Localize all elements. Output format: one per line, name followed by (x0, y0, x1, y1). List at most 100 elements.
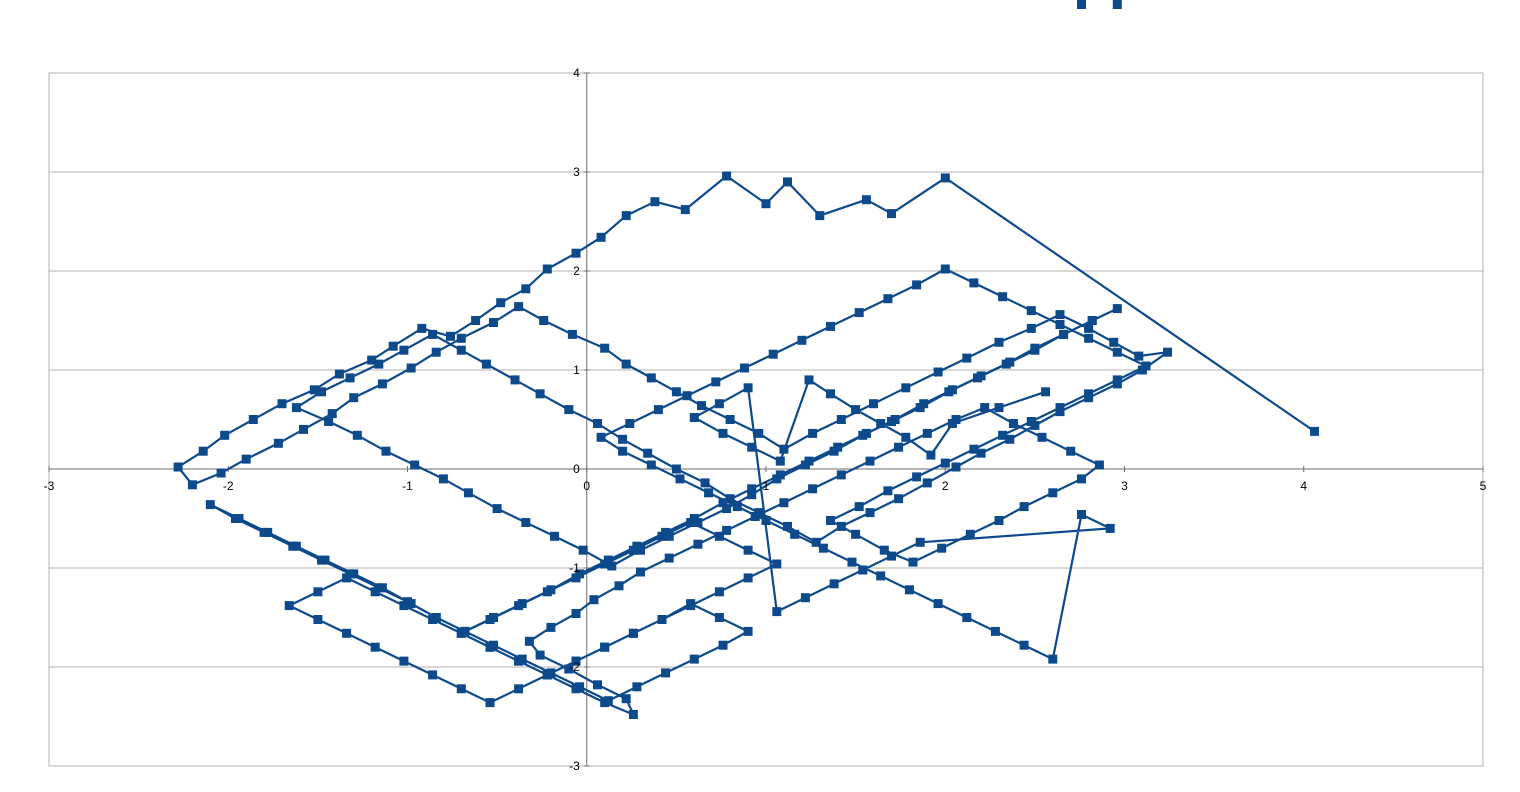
data-point (273, 438, 283, 448)
data-point (800, 593, 810, 603)
data-point (790, 529, 800, 539)
data-point (1105, 523, 1115, 533)
data-point (915, 537, 925, 547)
data-point (747, 442, 757, 452)
x-tick-label: -2 (223, 479, 234, 493)
data-point (775, 456, 785, 466)
data-point (718, 498, 728, 508)
data-point (833, 442, 843, 452)
data-point (1019, 502, 1029, 512)
data-point (646, 460, 656, 470)
data-point (783, 521, 792, 531)
data-point (431, 347, 441, 357)
data-point (750, 512, 760, 521)
data-point (829, 579, 839, 589)
data-point (1005, 357, 1015, 367)
data-point (861, 195, 871, 205)
data-point (714, 613, 724, 622)
data-point (1026, 306, 1036, 316)
data-point (965, 529, 975, 539)
data-point (370, 587, 380, 597)
data-point (1077, 0, 1086, 9)
data-point (410, 460, 420, 470)
data-point (743, 573, 753, 583)
data-point (173, 462, 183, 472)
data-point (772, 607, 782, 617)
data-point (808, 428, 818, 438)
data-point (890, 415, 900, 424)
data-point (740, 363, 749, 373)
data-point (463, 488, 473, 498)
data-point (887, 209, 896, 219)
data-point (370, 642, 380, 652)
data-point (241, 454, 251, 464)
data-point (1310, 426, 1319, 436)
data-point (883, 294, 893, 304)
data-point (1048, 488, 1058, 498)
data-point (492, 504, 502, 514)
data-point (485, 642, 495, 652)
y-tick-label: 3 (573, 165, 580, 179)
data-point (1030, 343, 1040, 353)
data-point (317, 555, 326, 565)
data-point (542, 670, 552, 680)
data-point (851, 405, 861, 415)
data-point (636, 567, 645, 577)
plot-area-border (48, 72, 1484, 767)
data-point (854, 502, 864, 512)
data-point (804, 375, 814, 385)
data-point (876, 419, 886, 428)
data-point (521, 518, 531, 527)
data-point (865, 456, 875, 466)
data-point (697, 401, 706, 411)
data-point (783, 177, 792, 187)
data-point (205, 500, 215, 510)
data-point (510, 375, 520, 385)
data-point (879, 545, 889, 555)
data-point (743, 383, 753, 393)
data-point (919, 399, 929, 409)
data-point (1084, 333, 1094, 343)
data-point (680, 205, 690, 215)
data-point (808, 484, 818, 494)
data-point (277, 399, 287, 409)
data-point (299, 424, 308, 434)
data-point (259, 527, 269, 537)
data-point (1094, 460, 1104, 470)
data-point (912, 280, 922, 290)
data-point (1109, 337, 1119, 347)
data-point (826, 321, 835, 331)
data-point (571, 609, 581, 618)
data-point (714, 399, 724, 409)
data-point (657, 615, 667, 624)
data-point (743, 545, 753, 555)
data-point (327, 409, 337, 419)
data-point (947, 385, 957, 395)
data-point (836, 470, 846, 480)
data-point (922, 428, 932, 438)
data-point (485, 615, 495, 624)
data-point (747, 484, 757, 494)
data-point (775, 470, 785, 480)
data-point (994, 516, 1004, 525)
data-point (1112, 0, 1122, 9)
data-point (567, 329, 577, 339)
data-point (571, 573, 581, 583)
x-tick-label: 4 (1300, 479, 1307, 493)
data-point (811, 537, 821, 547)
data-point (847, 557, 857, 567)
data-point (428, 615, 438, 624)
data-point (994, 337, 1004, 347)
data-point (700, 478, 710, 488)
data-point (1005, 434, 1015, 444)
data-point (367, 355, 377, 365)
data-point (743, 626, 753, 636)
data-point (1084, 323, 1094, 333)
data-point (438, 474, 448, 484)
data-point (826, 389, 835, 399)
data-point (722, 171, 732, 181)
x-tick-label: -3 (44, 479, 55, 493)
data-point (291, 403, 301, 413)
data-point (456, 345, 466, 355)
